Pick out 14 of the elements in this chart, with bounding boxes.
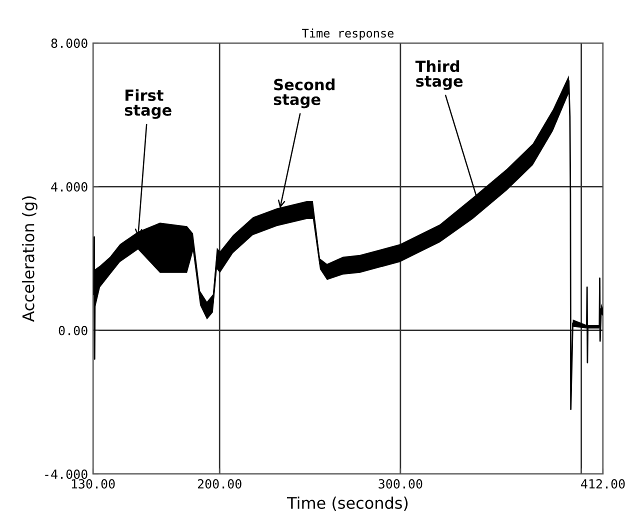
x-tick-label: 412.00	[581, 479, 625, 489]
annotation: Third stage	[415, 60, 463, 90]
annotation: Second stage	[274, 78, 335, 108]
y-tick-label: 8.000	[51, 38, 88, 48]
x-tick-label: 200.00	[198, 479, 242, 489]
x-tick-label: 130.00	[72, 479, 115, 489]
y-tick-label: -4.000	[45, 470, 88, 479]
annotation: First stage	[124, 89, 172, 119]
y-tick-label: 0.00	[58, 326, 88, 336]
x-tick-label: 300.00	[378, 479, 422, 489]
chart-title: Time response	[302, 28, 394, 40]
y-axis-title: Acceleration (g)	[22, 196, 38, 322]
x-axis-title: Time (seconds)	[287, 496, 408, 511]
y-tick-label: 4.000	[51, 182, 88, 192]
